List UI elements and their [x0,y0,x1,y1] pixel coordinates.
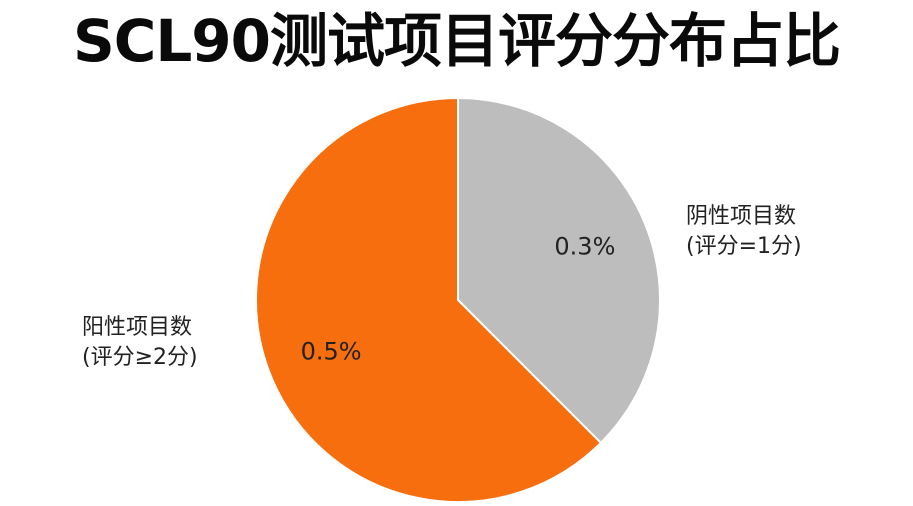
pie-slices [255,96,661,503]
pie-slice-negative [457,96,661,445]
legend-negative-line2: (评分=1分) [686,234,802,259]
legend-positive-line1: 阳性项目数 [82,315,193,340]
chart-title: SCL90测试项目评分分布占比 [72,7,841,75]
data-label-negative: 0.3% [554,232,615,260]
legend-negative: 阴性项目数 (评分=1分) [686,202,802,262]
pie-slice-labels: 0.3% 0.5% [301,232,616,365]
pie-slice-positive [255,96,603,503]
legend-positive: 阳性项目数 (评分≥2分) [82,313,198,373]
legend-negative-line1: 阴性项目数 [686,204,797,229]
data-label-positive: 0.5% [301,338,362,366]
legend-positive-line2: (评分≥2分) [82,345,198,370]
